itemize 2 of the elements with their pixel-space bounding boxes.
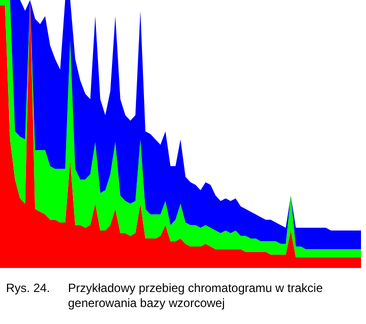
text: Rys. 24. bbox=[6, 281, 50, 295]
text: Przykładowy przebieg chromatogramu w trakcie generowania bazy wzorcowej bbox=[68, 281, 324, 310]
